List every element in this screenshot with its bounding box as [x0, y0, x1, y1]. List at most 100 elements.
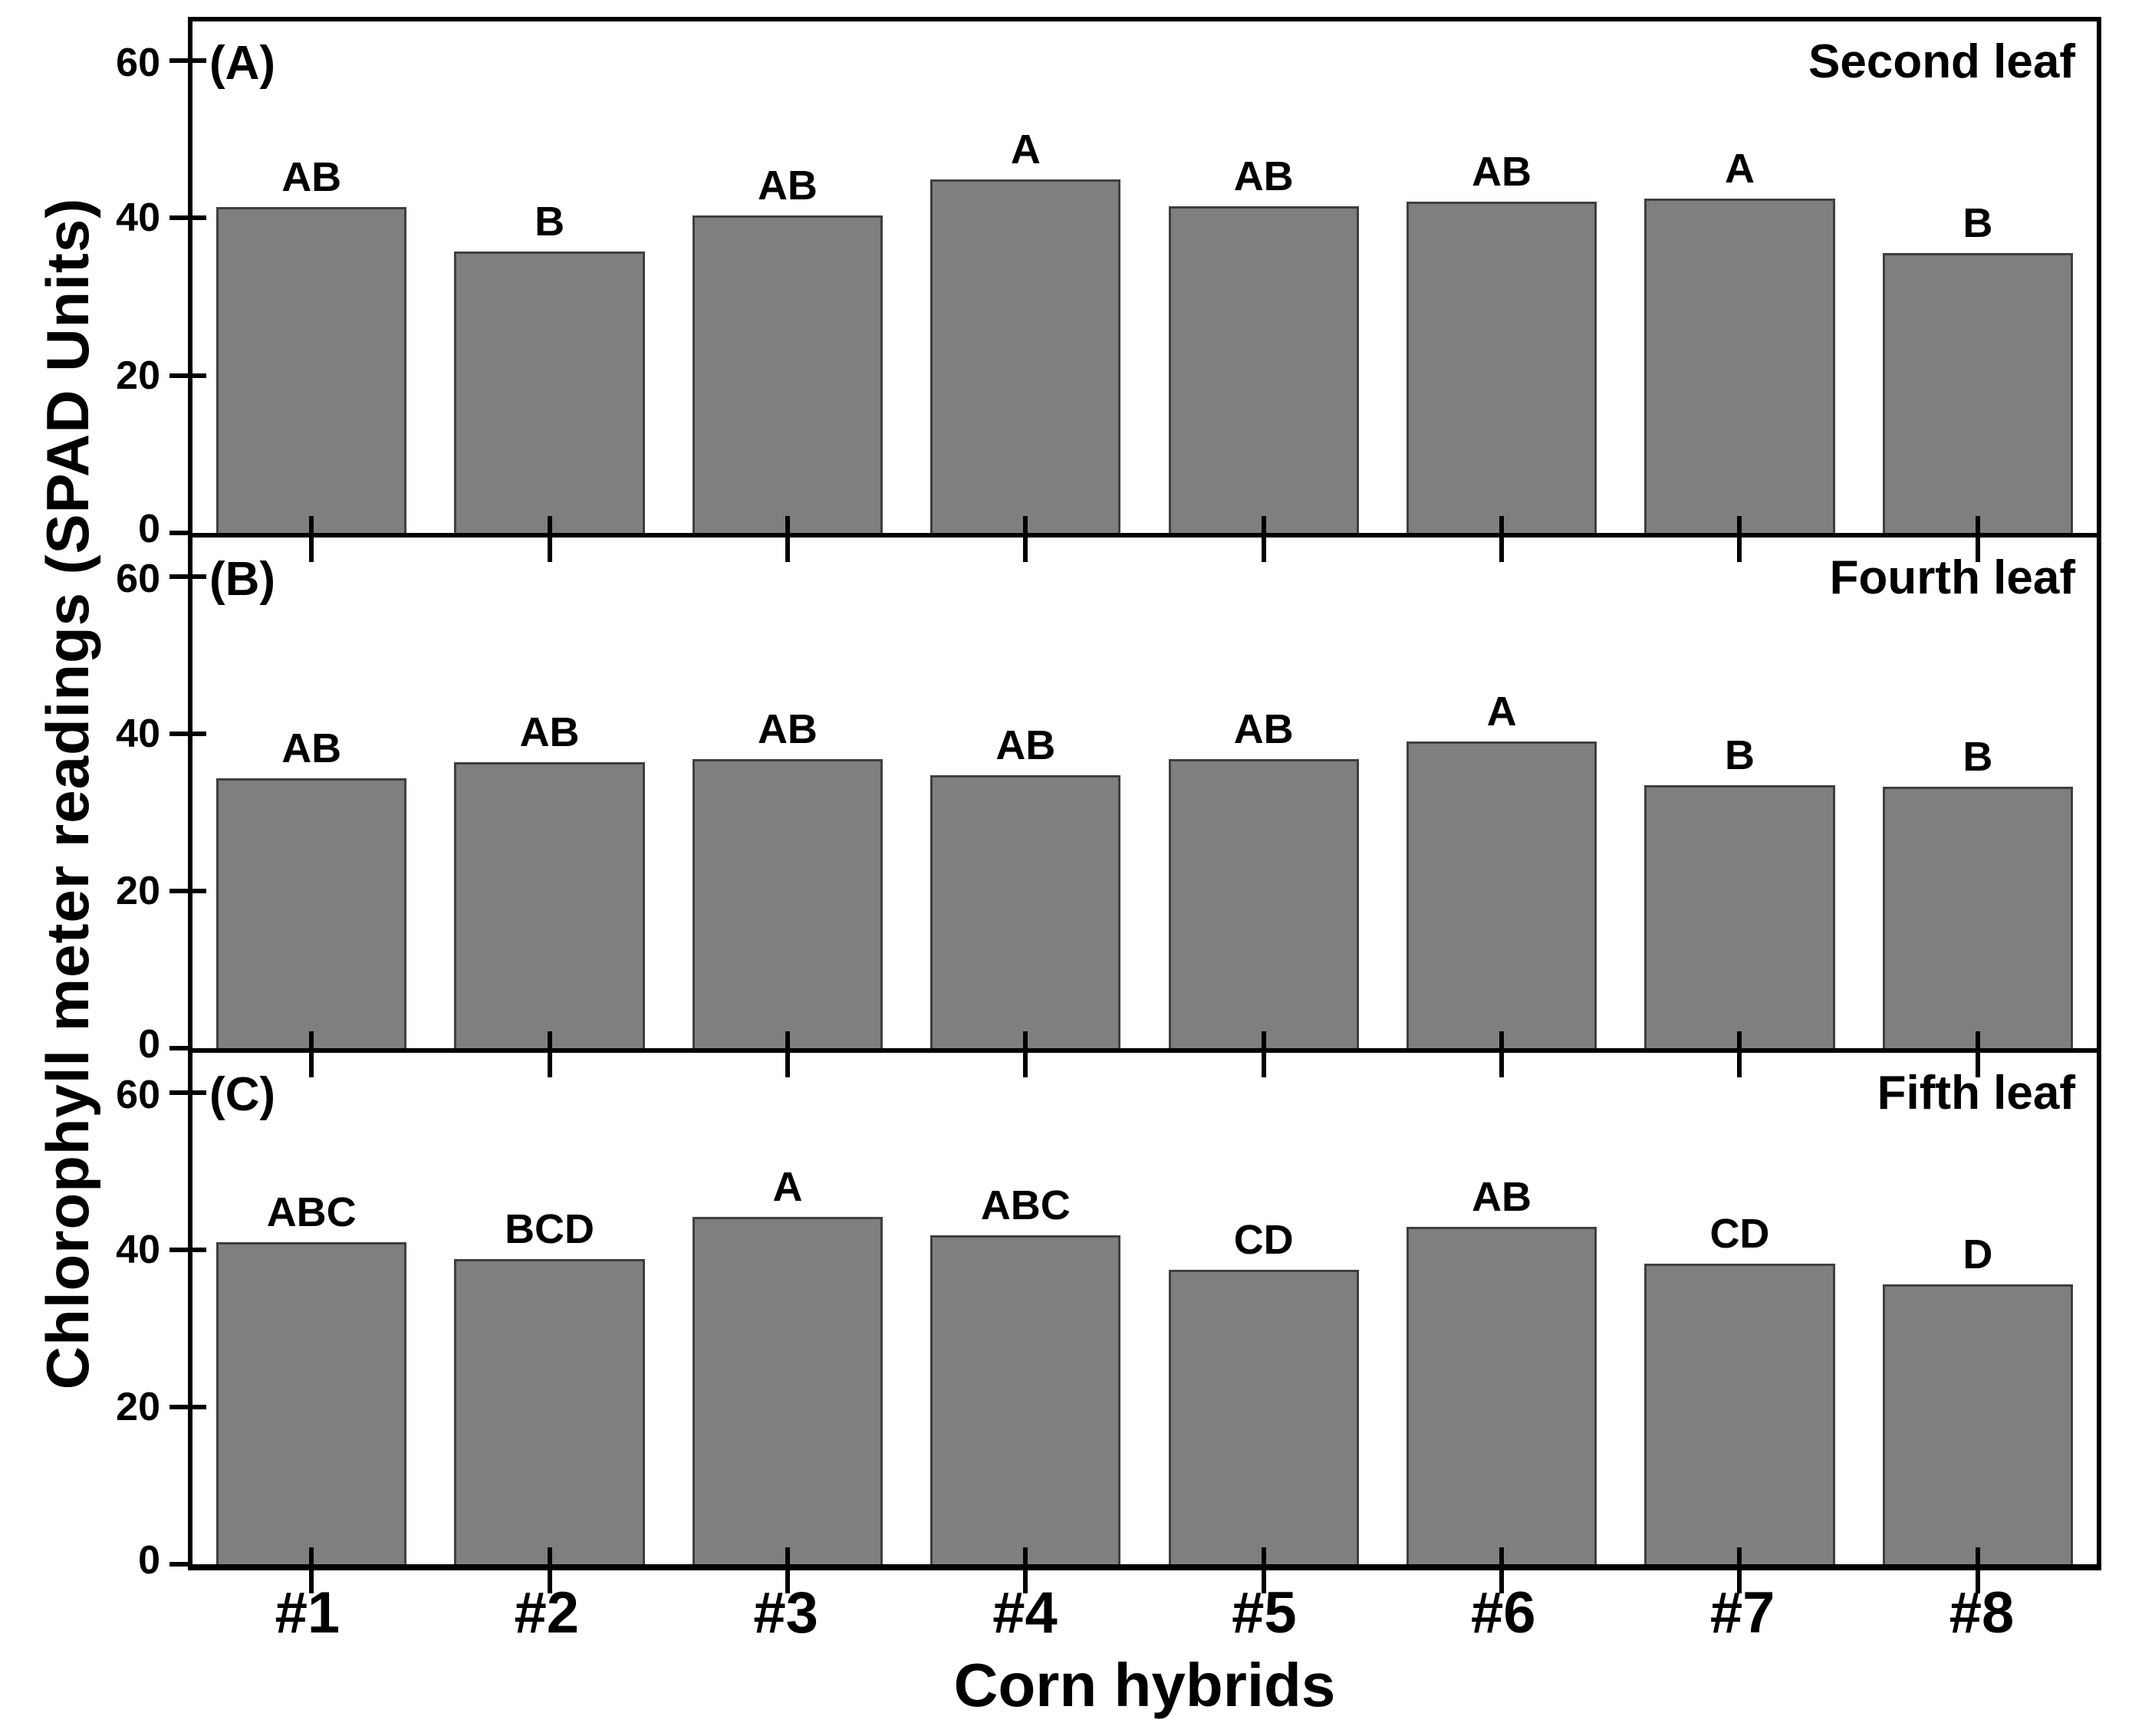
- sig-letter-A-#7: A: [1724, 145, 1755, 192]
- y-tick-label-C-20: 20: [116, 1384, 160, 1429]
- x-tick-C-#6: [1499, 1547, 1505, 1594]
- bar-B-#8: [1882, 786, 2073, 1049]
- x-tick-C-#4: [1023, 1547, 1028, 1594]
- x-tick-C-#2: [547, 1547, 552, 1594]
- sig-letter-C-#8: D: [1963, 1231, 1993, 1277]
- x-tick-A-#2: [547, 515, 552, 562]
- y-tick-B-0: [169, 1046, 188, 1051]
- bar-A-#3: [692, 215, 883, 533]
- x-label-#2: #2: [514, 1580, 580, 1646]
- sig-letter-C-#6: AB: [1472, 1174, 1532, 1221]
- x-tick-C-#1: [309, 1547, 314, 1594]
- sig-letter-C-#5: CD: [1233, 1217, 1294, 1264]
- sig-letter-A-#8: B: [1963, 199, 1993, 246]
- y-tick-label-B-60: 60: [116, 557, 160, 602]
- panel-B: 0 20 40 60 AB AB AB AB AB A B B (B) Fourth leaf: [116, 538, 2097, 1078]
- panel-title-C: Fifth leaf: [1877, 1067, 2075, 1120]
- sig-letter-B-#8: B: [1963, 733, 1993, 780]
- bar-C-#5: [1168, 1270, 1359, 1565]
- y-tick-A-60: [169, 58, 206, 64]
- bar-A-#5: [1168, 206, 1359, 533]
- x-axis-labels: #1 #2 #3 #4 #5 #6 #7 #8: [188, 1584, 2101, 1655]
- bar-B-#5: [1168, 758, 1359, 1049]
- x-tick-A-#5: [1261, 515, 1266, 562]
- sig-letter-A-#4: A: [1010, 127, 1041, 173]
- x-tick-C-#8: [1975, 1547, 1980, 1594]
- bar-A-#6: [1406, 201, 1597, 533]
- x-label-#4: #4: [992, 1580, 1058, 1646]
- x-tick-A-#3: [785, 515, 790, 562]
- y-tick-B-20: [169, 889, 206, 894]
- bar-B-#2: [454, 762, 645, 1049]
- sig-letter-C-#3: A: [772, 1163, 803, 1210]
- x-tick-C-#5: [1261, 1547, 1266, 1594]
- sig-letter-C-#4: ABC: [980, 1182, 1071, 1229]
- x-tick-A-#8: [1975, 515, 1980, 562]
- x-tick-A-#7: [1737, 515, 1742, 562]
- y-tick-C-40: [169, 1247, 206, 1252]
- bar-A-#7: [1644, 198, 1835, 533]
- sig-letter-A-#3: AB: [757, 163, 818, 209]
- y-tick-A-40: [169, 215, 206, 221]
- x-tick-A-#1: [309, 515, 314, 562]
- bar-C-#4: [930, 1235, 1121, 1565]
- x-label-#3: #3: [753, 1580, 818, 1646]
- y-tick-A-0: [169, 530, 188, 535]
- x-tick-B-#6: [1499, 1031, 1505, 1078]
- y-tick-A-20: [169, 373, 206, 378]
- sig-letter-B-#2: AB: [519, 709, 580, 756]
- bar-A-#2: [454, 251, 645, 533]
- sig-letter-B-#6: A: [1486, 689, 1517, 735]
- y-axis-title: Chlorophyll meter readings (SPAD Units): [34, 197, 101, 1390]
- y-tick-label-B-20: 20: [116, 869, 160, 914]
- y-tick-B-60: [169, 574, 206, 579]
- x-label-#5: #5: [1232, 1580, 1297, 1646]
- panel-letter-A: (A): [209, 37, 276, 90]
- sig-letter-A-#2: B: [535, 198, 565, 245]
- bar-B-#4: [930, 775, 1121, 1049]
- y-tick-label-C-60: 60: [116, 1072, 160, 1117]
- x-tick-B-#2: [547, 1031, 552, 1078]
- sig-letter-C-#2: BCD: [505, 1206, 595, 1253]
- x-tick-B-#3: [785, 1031, 790, 1078]
- sig-letter-B-#1: AB: [281, 725, 342, 771]
- x-axis-title: Corn hybrids: [953, 1651, 1336, 1719]
- bar-B-#3: [692, 758, 883, 1049]
- y-tick-C-20: [169, 1404, 206, 1409]
- panel-A: 0 20 40 60 AB B AB A AB AB A B (A) Second leaf: [116, 21, 2097, 562]
- panel-letter-B: (B): [209, 552, 276, 606]
- x-label-#8: #8: [1949, 1580, 2015, 1646]
- y-tick-label-A-0: 0: [138, 506, 160, 551]
- x-tick-B-#1: [309, 1031, 314, 1078]
- panel-C: 0 20 40 60 ABC BCD A ABC CD AB CD D (C) Fifth leaf: [116, 1053, 2097, 1594]
- sig-letter-A-#5: AB: [1233, 153, 1294, 200]
- y-tick-B-40: [169, 732, 206, 737]
- y-tick-C-60: [169, 1090, 206, 1095]
- bar-C-#8: [1882, 1284, 2073, 1565]
- bar-C-#7: [1644, 1264, 1835, 1565]
- bar-C-#6: [1406, 1227, 1597, 1565]
- x-tick-C-#7: [1737, 1547, 1742, 1594]
- plot-area: 0 20 40 60 AB B AB A AB AB A B (A) Second leaf 0 20 40 60…: [116, 17, 2101, 1594]
- y-tick-label-B-0: 0: [138, 1022, 160, 1067]
- panel-letter-C: (C): [209, 1068, 276, 1122]
- x-tick-B-#5: [1261, 1031, 1266, 1078]
- bar-B-#7: [1644, 784, 1835, 1049]
- x-label-#6: #6: [1471, 1580, 1536, 1646]
- x-tick-B-#4: [1023, 1031, 1028, 1078]
- x-label-#1: #1: [275, 1580, 341, 1646]
- y-tick-label-C-0: 0: [138, 1537, 160, 1583]
- x-tick-A-#6: [1499, 515, 1505, 562]
- x-label-#7: #7: [1709, 1580, 1775, 1646]
- panel-title-A: Second leaf: [1808, 35, 2075, 88]
- x-tick-B-#8: [1975, 1031, 1980, 1078]
- sig-letter-B-#4: AB: [995, 722, 1056, 769]
- x-tick-C-#3: [785, 1547, 790, 1594]
- sig-letter-B-#7: B: [1724, 732, 1755, 778]
- bar-C-#1: [216, 1241, 407, 1565]
- x-tick-A-#4: [1023, 515, 1028, 562]
- y-tick-C-0: [169, 1562, 188, 1567]
- sig-letter-B-#5: AB: [1233, 705, 1294, 752]
- sig-letter-A-#6: AB: [1472, 148, 1532, 195]
- y-tick-label-C-40: 40: [116, 1227, 160, 1272]
